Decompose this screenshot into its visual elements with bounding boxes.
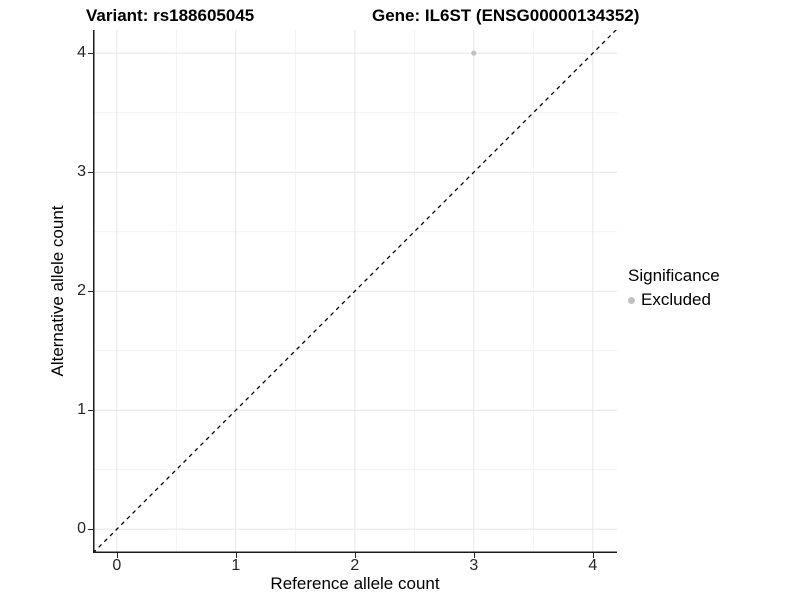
x-tick-label: 4 [588, 557, 598, 574]
y-tick-mark [88, 172, 93, 174]
plot-panel [93, 30, 617, 553]
y-tick-label: 0 [77, 520, 86, 538]
excluded-dot-icon [628, 296, 635, 304]
data-point [471, 50, 477, 56]
x-tick-label: 2 [350, 557, 360, 574]
x-tick-mark [592, 553, 594, 558]
y-tick-mark [88, 53, 93, 55]
plot-svg [93, 30, 617, 553]
identity-dashed-line [93, 30, 617, 553]
x-axis-title: Reference allele count [270, 574, 440, 593]
x-tick-label: 3 [469, 557, 479, 574]
x-tick-mark [354, 553, 356, 558]
legend-item-excluded: Excluded [628, 290, 720, 310]
y-tick-label: 1 [77, 401, 86, 419]
x-tick-label: 0 [112, 557, 122, 574]
y-tick-label: 3 [77, 163, 86, 181]
y-tick-mark [88, 410, 93, 412]
y-tick-label: 4 [77, 44, 86, 62]
legend-item-label: Excluded [641, 290, 711, 309]
legend-title: Significance [628, 266, 720, 285]
x-tick-mark [116, 553, 118, 558]
x-tick-mark [473, 553, 475, 558]
gene-title: Gene: IL6ST (ENSG00000134352) [372, 6, 640, 25]
y-tick-label: 2 [77, 282, 86, 300]
legend: Significance Excluded [628, 266, 720, 310]
y-tick-mark [88, 529, 93, 531]
variant-title: Variant: rs188605045 [86, 6, 255, 25]
x-tick-mark [235, 553, 237, 558]
y-tick-mark [88, 291, 93, 293]
x-tick-label: 1 [231, 557, 241, 574]
